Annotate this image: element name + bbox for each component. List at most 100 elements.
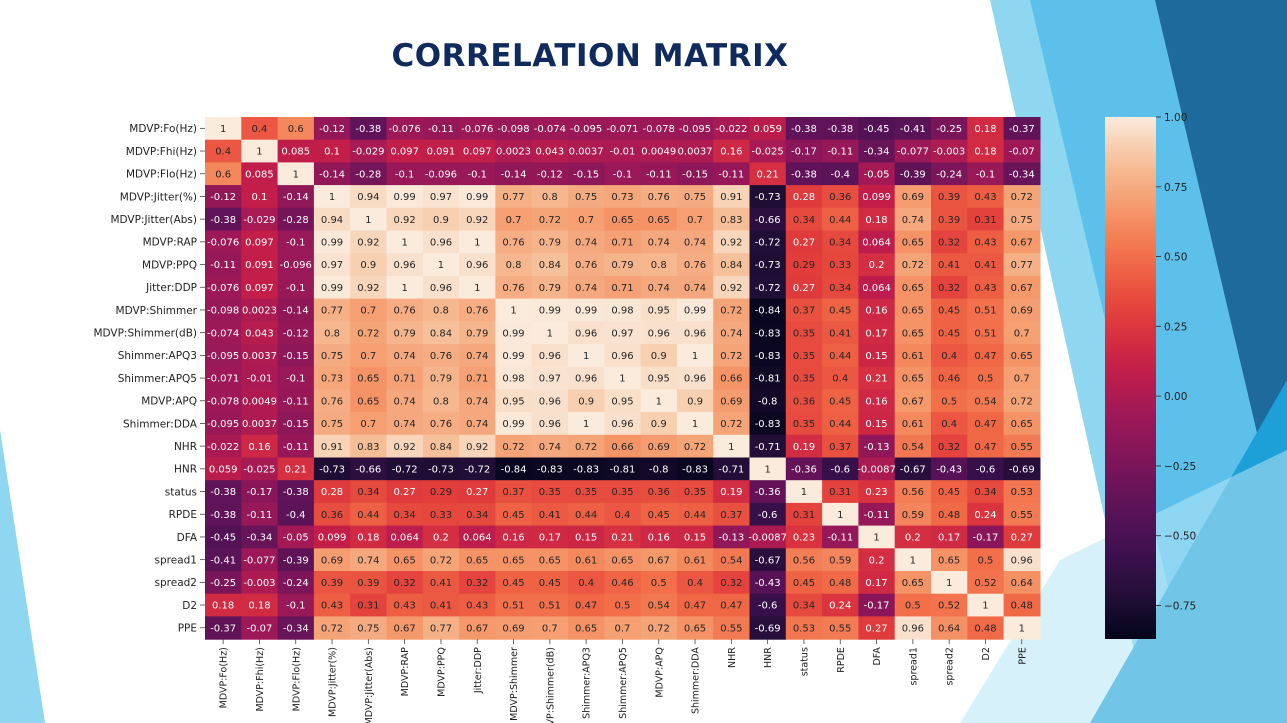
heatmap-cell: [967, 457, 1005, 481]
heatmap-cell: [676, 321, 714, 345]
heatmap-cell: [205, 344, 242, 368]
heatmap-cell: [277, 117, 315, 141]
cell-value-label: 0.96: [430, 283, 452, 294]
heatmap-cell: [459, 321, 496, 345]
heatmap-cell: [1003, 412, 1041, 436]
heatmap-cell: [459, 162, 496, 186]
cell-value-label: -0.076: [461, 124, 493, 135]
heatmap-cell: [822, 548, 859, 572]
cell-value-label: 0.43: [321, 601, 343, 612]
cell-value-label: -0.73: [428, 464, 454, 475]
heatmap-cell: [531, 593, 569, 617]
cell-value-label: 0.5: [651, 578, 667, 589]
heatmap-cell: [568, 457, 605, 481]
heatmap-cell: [713, 525, 751, 549]
cell-value-label: 0.6: [288, 124, 304, 135]
colorbar-tick-label: 0.00: [1164, 391, 1187, 403]
heatmap-cell: [531, 616, 569, 640]
heatmap-cell: [1003, 253, 1041, 277]
heatmap-cell: [241, 207, 279, 232]
cell-value-label: -0.34: [864, 147, 890, 158]
cell-value-label: -0.11: [864, 510, 890, 521]
heatmap-cell: [785, 480, 823, 504]
cell-value-label: 0.27: [793, 283, 815, 294]
cell-value-label: 0.92: [394, 442, 416, 453]
heatmap-cell: [640, 298, 678, 322]
heatmap-cell: [822, 139, 859, 163]
heatmap-cell: [350, 434, 388, 459]
heatmap-cell: [568, 207, 605, 232]
heatmap-cell: [894, 366, 932, 390]
cell-value-label: -0.25: [210, 578, 236, 589]
heatmap-cell: [822, 344, 859, 368]
cell-value-label: 0.2: [869, 555, 885, 566]
heatmap-cell: [313, 253, 351, 277]
heatmap-cell: [241, 321, 279, 345]
cell-value-label: 0.69: [902, 192, 924, 203]
cell-value-label: -0.022: [715, 124, 747, 135]
heatmap-cell: [604, 434, 642, 459]
heatmap-cell: [640, 480, 678, 504]
cell-value-label: 0.72: [502, 442, 524, 453]
cell-value-label: 0.41: [974, 260, 996, 271]
heatmap-cell: [568, 525, 605, 549]
cell-value-label: 0.84: [430, 442, 452, 453]
heatmap-cell: [894, 502, 932, 527]
heatmap-cell: [422, 389, 460, 413]
heatmap-cell: [241, 253, 279, 277]
row-label: Jitter:DDP: [145, 282, 197, 294]
heatmap-cell: [713, 321, 751, 345]
cell-value-label: 0.7: [614, 623, 630, 634]
cell-value-label: 0.61: [902, 351, 924, 362]
heatmap-cell: [422, 525, 460, 549]
heatmap-cell: [205, 298, 242, 322]
heatmap-cell: [205, 480, 242, 504]
heatmap-cell: [241, 185, 279, 209]
cell-value-label: 0.043: [536, 147, 565, 158]
heatmap-cell: [640, 275, 678, 300]
cell-value-label: 0.27: [1011, 533, 1033, 544]
heatmap-cell: [313, 321, 351, 345]
cell-value-label: -0.13: [864, 442, 890, 453]
heatmap-cell: [858, 321, 896, 345]
cell-value-label: 1: [583, 351, 589, 362]
heatmap-cell: [531, 185, 569, 209]
column-label: Shimmer:DDA: [691, 647, 702, 714]
heatmap-cell: [277, 366, 315, 390]
heatmap-cell: [568, 321, 605, 345]
heatmap-cell: [386, 571, 424, 595]
cell-value-label: -0.14: [501, 169, 527, 180]
cell-value-label: 0.4: [941, 351, 957, 362]
cell-value-label: 0.15: [865, 351, 887, 362]
heatmap-cell: [713, 548, 751, 572]
heatmap-cell: [640, 207, 678, 232]
heatmap-cell: [894, 253, 932, 277]
heatmap-cell: [495, 321, 533, 345]
cell-value-label: 0.31: [357, 601, 379, 612]
heatmap-cell: [785, 366, 823, 390]
heatmap-cell: [386, 480, 424, 504]
heatmap-cell: [676, 389, 714, 413]
heatmap-cell: [785, 502, 823, 527]
cell-value-label: -0.1: [613, 169, 633, 180]
cell-value-label: -0.0087: [748, 533, 787, 544]
heatmap-cell: [931, 593, 968, 617]
cell-value-label: -0.72: [755, 283, 781, 294]
heatmap-cell: [1003, 162, 1041, 186]
heatmap-cell: [313, 616, 351, 640]
cell-value-label: -0.14: [319, 169, 345, 180]
row-label: Shimmer:DDA: [123, 418, 198, 430]
cell-value-label: 0.48: [1011, 601, 1033, 612]
cell-value-label: -0.83: [682, 464, 708, 475]
heatmap-cell: [822, 275, 859, 300]
colorbar-gradient: [1105, 117, 1156, 639]
cell-value-label: 0.74: [394, 351, 416, 362]
cell-value-label: 0.35: [793, 328, 815, 339]
heatmap-cell: [386, 412, 424, 436]
cell-value-label: 0.37: [829, 442, 851, 453]
heatmap-cell: [858, 593, 896, 617]
cell-value-label: 0.99: [502, 328, 524, 339]
cell-value-label: -0.17: [791, 147, 817, 158]
cell-value-label: 0.69: [502, 623, 524, 634]
heatmap-cell: [713, 253, 751, 277]
